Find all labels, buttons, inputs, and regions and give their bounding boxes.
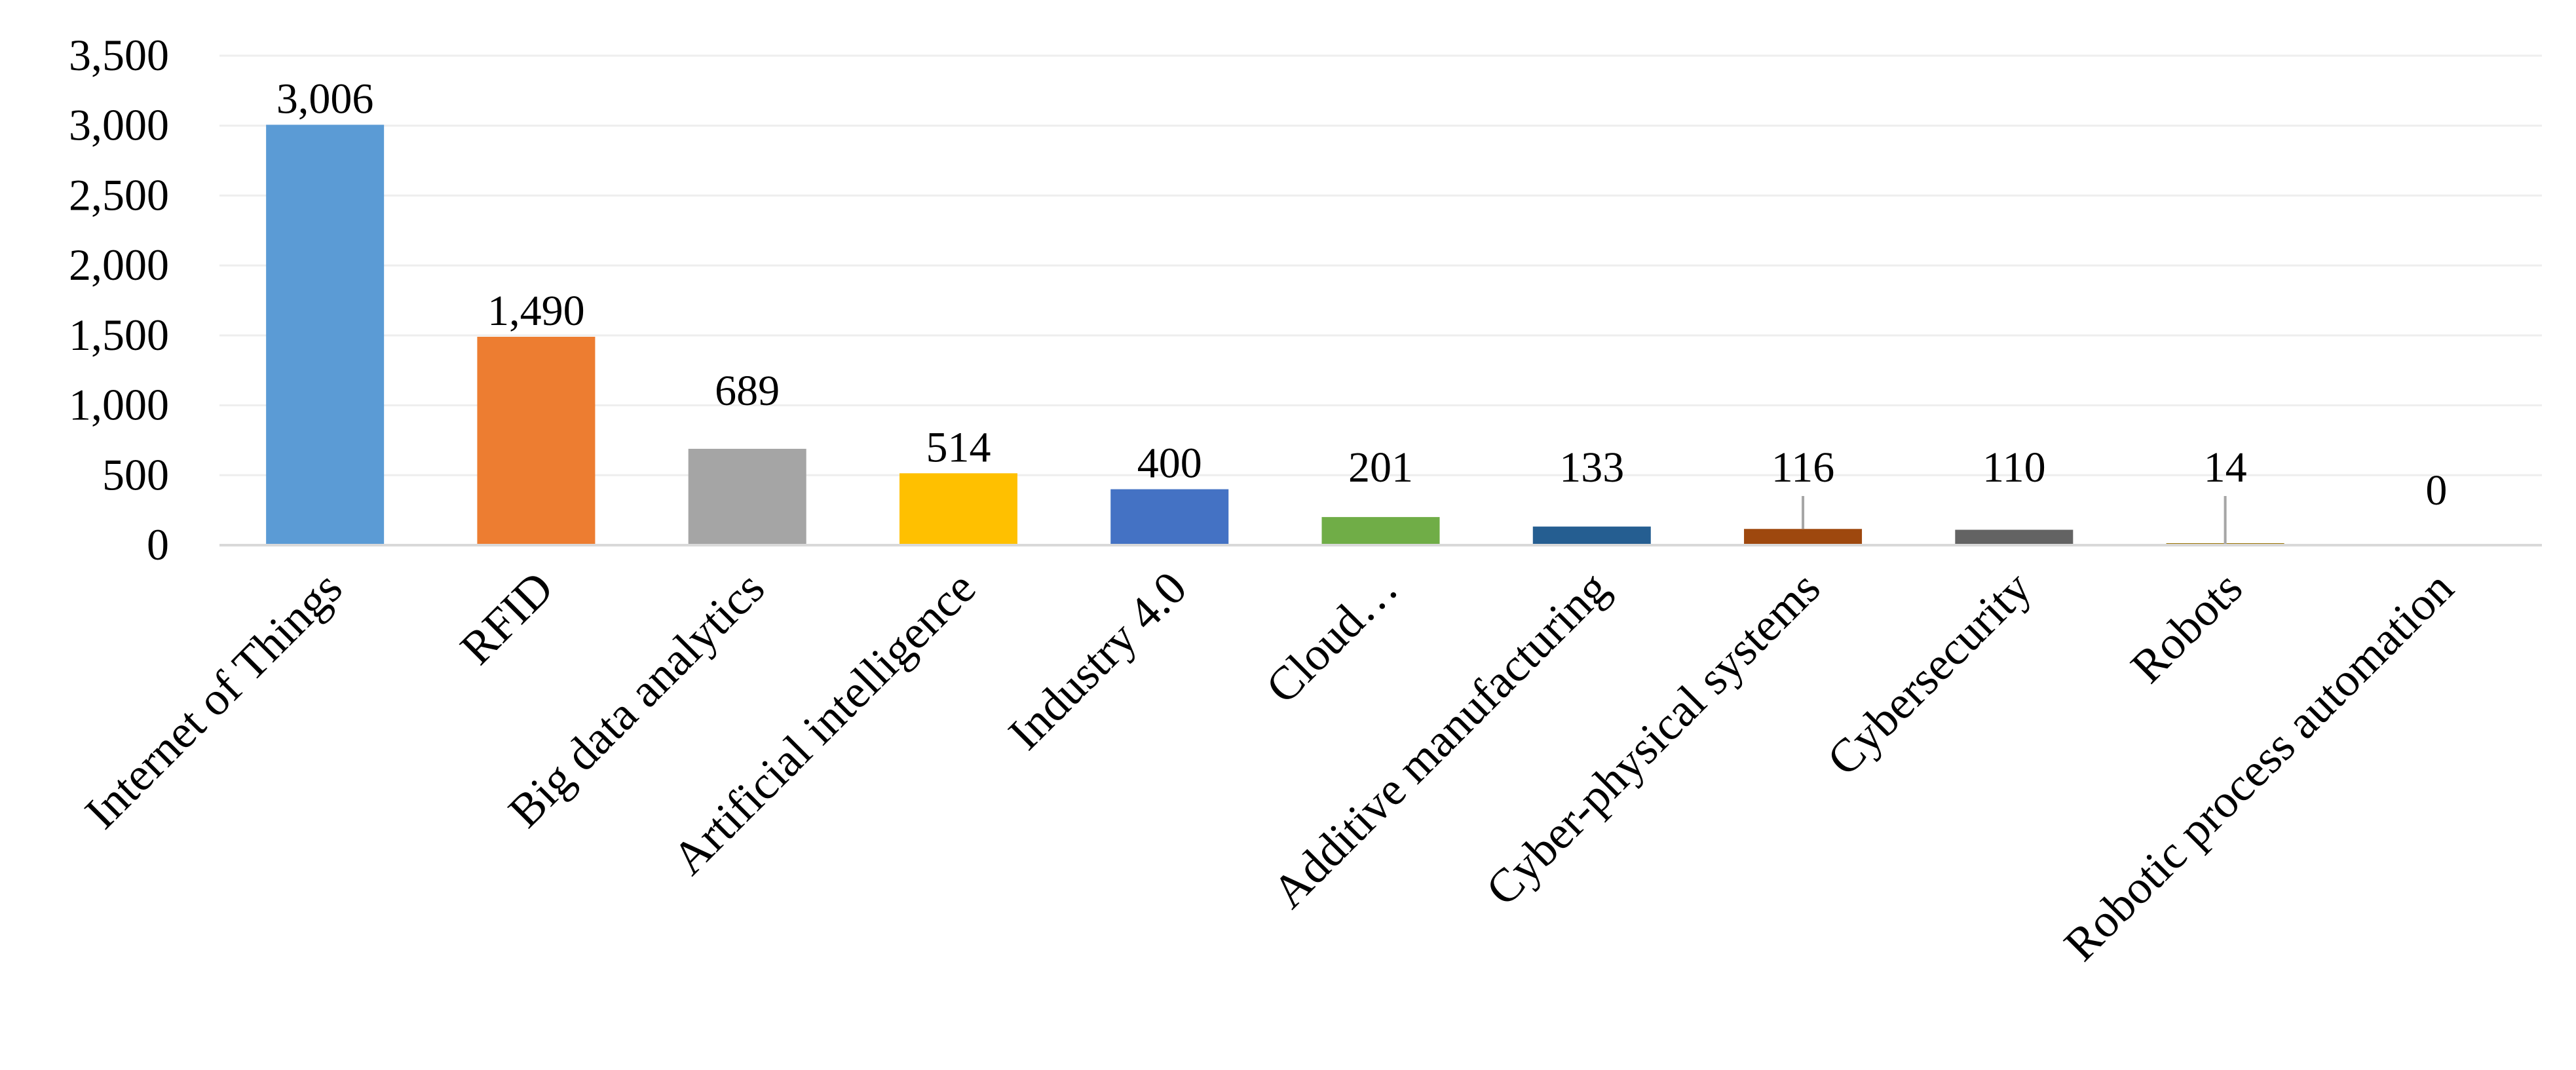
data-label: 1,490 <box>487 287 585 335</box>
y-axis-ticks: 0 500 1,000 1,500 2,000 2,500 3,000 3,500 <box>69 30 169 569</box>
y-tick-label: 2,000 <box>69 240 169 290</box>
data-label: 689 <box>715 367 780 415</box>
bars <box>266 124 2284 545</box>
category-label: Robotic process automation <box>2054 562 2463 971</box>
bar <box>1955 529 2074 545</box>
category-label: Internet of Things <box>75 562 352 839</box>
data-label: 0 <box>2425 467 2447 514</box>
data-label: 400 <box>1137 440 1202 487</box>
data-label: 110 <box>1982 444 2046 491</box>
data-label: 3,006 <box>276 75 374 123</box>
data-labels: 3,006 1,490 689 514 400 201 133 116 110 14 0 <box>276 75 2447 514</box>
y-tick-label: 0 <box>147 520 169 569</box>
category-label: Cloud… <box>1256 562 1408 714</box>
category-label: Cybersecurity <box>1817 562 2041 786</box>
bar <box>1321 517 1440 545</box>
data-label: 201 <box>1348 444 1413 491</box>
category-label: Additive manufacturing <box>1262 562 1619 918</box>
category-label: Robots <box>2121 562 2252 693</box>
data-label: 116 <box>1771 444 1835 491</box>
bar <box>266 124 385 545</box>
y-tick-label: 1,500 <box>69 310 169 360</box>
bar <box>1532 526 1651 545</box>
y-tick-label: 3,500 <box>69 30 169 80</box>
data-label: 14 <box>2204 444 2247 491</box>
bar <box>1110 489 1229 545</box>
category-label: RFID <box>450 562 563 675</box>
y-tick-label: 500 <box>102 449 169 499</box>
leader-lines <box>1802 496 2227 544</box>
y-tick-label: 1,000 <box>69 380 169 430</box>
bar <box>688 448 806 545</box>
bar <box>477 336 596 545</box>
y-tick-label: 2,500 <box>69 170 169 220</box>
data-label: 133 <box>1559 444 1624 491</box>
bar <box>1744 529 1863 545</box>
y-tick-label: 3,000 <box>69 100 169 150</box>
gridlines <box>219 54 2542 476</box>
data-label: 514 <box>926 423 991 471</box>
bar <box>899 473 1017 545</box>
category-label: Industry 4.0 <box>998 562 1197 760</box>
